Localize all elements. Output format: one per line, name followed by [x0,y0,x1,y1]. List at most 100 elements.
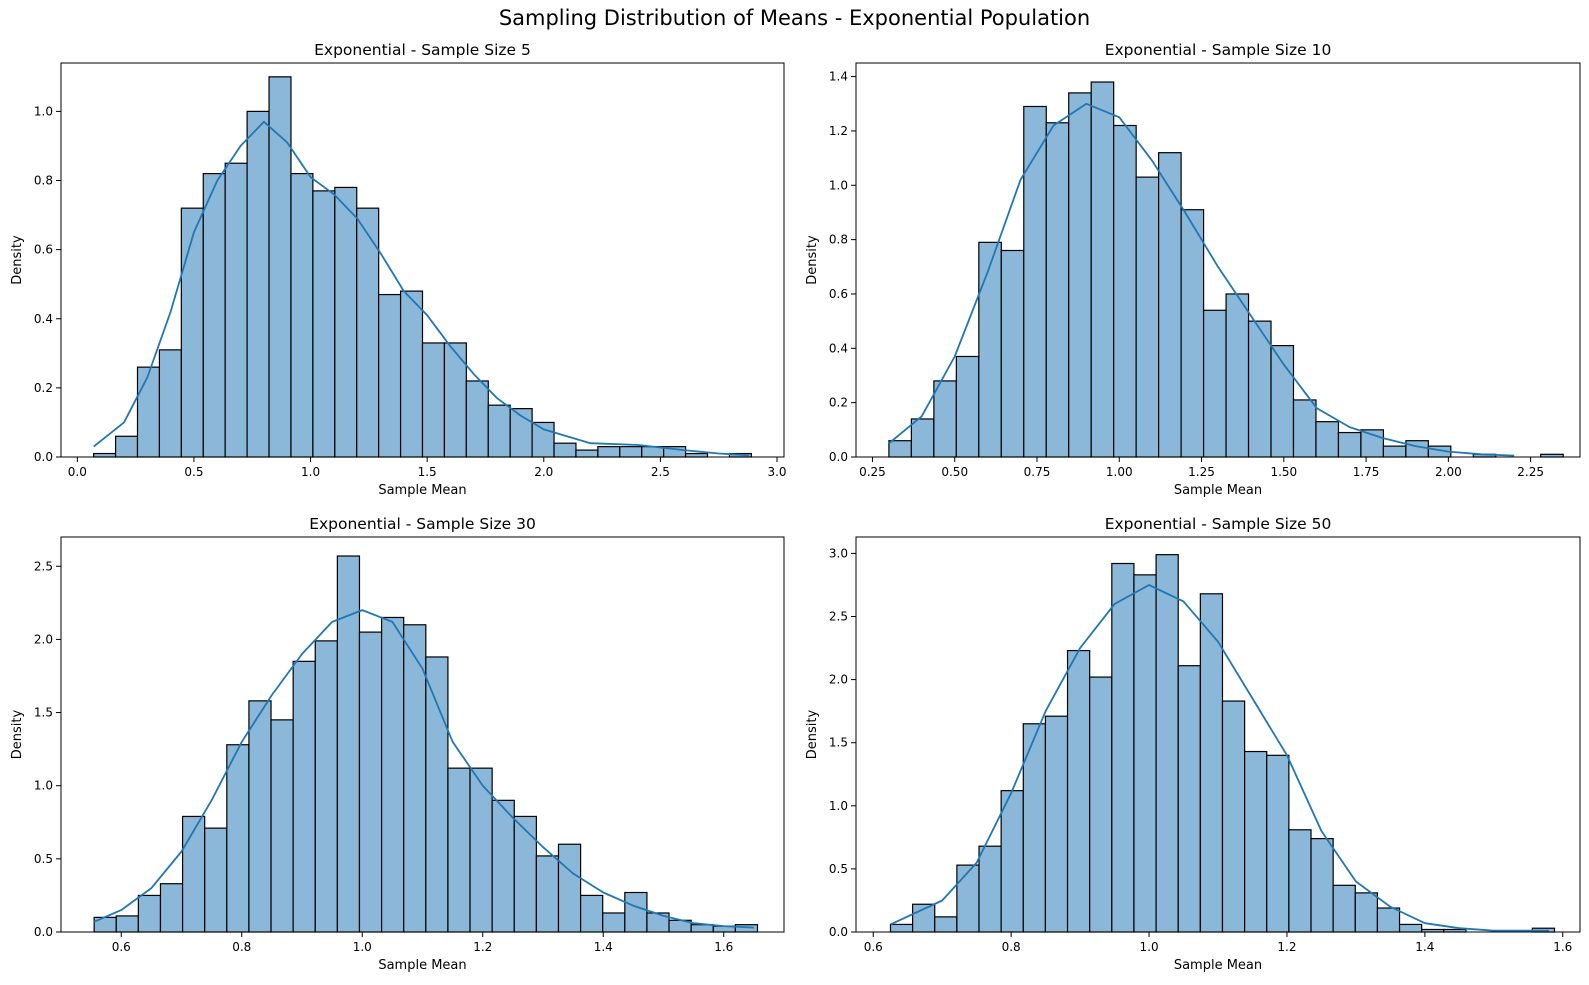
histogram-bar [292,660,316,933]
histogram-bar [224,162,248,458]
histogram-bar [399,290,424,458]
histogram-bar [115,915,139,933]
histogram-bar [1337,431,1362,458]
histogram-bar [1133,574,1157,933]
subplot-2: 0.25 0.50 0.75 1.00 1.25 1.50 1.75 2.00 2.25 0.0 0… [805,41,1581,498]
histogram-bar [1292,399,1317,458]
histogram-bar [137,894,162,933]
y-tick-label: 1.0 [829,799,848,813]
histogram-bar [597,446,621,458]
histogram-bar [1354,892,1379,933]
histogram-bar [888,440,912,458]
y-tick-label: 0.8 [34,174,53,188]
x-tick-label: 1.75 [1353,465,1380,479]
y-tick-label: 1.5 [829,736,848,750]
x-tick-label: 1.25 [1188,465,1215,479]
histogram-bar [1135,176,1160,458]
y-tick-label: 3.0 [829,546,848,560]
histogram-bar [690,924,714,933]
y-tick-label: 0.0 [34,925,53,939]
histogram-bar [159,883,184,933]
subplot-1: 0.0 0.5 1.0 1.5 2.0 2.5 3.0 0.0 0.2 0.4 0.6 0.8 1.0 E… [10,41,787,498]
x-tick-label: 0.8 [1002,940,1021,954]
histogram-bar [1066,649,1091,933]
y-tick-label: 0.2 [34,381,53,395]
histogram-bar [270,719,294,933]
x-tick-label: 0.75 [1024,465,1051,479]
histogram-bar [268,76,292,458]
histogram-bar [334,186,358,458]
y-tick-label: 0.2 [829,396,848,410]
histogram-bar [934,916,958,933]
x-tick-label: 0.50 [941,465,968,479]
histogram-bar [624,891,648,933]
x-tick-label: 1.4 [1415,940,1434,954]
histogram-bar [978,241,1002,458]
histogram-bar [557,843,582,933]
y-tick-label: 1.2 [829,124,848,138]
histogram-bar [378,293,402,458]
y-tick-label: 0.5 [829,862,848,876]
histogram-bar [158,349,182,458]
histogram-bar [1244,750,1268,933]
axes-frame [855,62,1581,458]
y-tick-label: 0.4 [829,341,848,355]
x-tick-label: 1.6 [714,940,733,954]
histogram-bar [1000,249,1025,458]
histogram-bar [491,799,515,933]
histogram-bar [978,845,1002,933]
x-tick-label: 1.2 [473,940,492,954]
kde-curve [890,584,1549,932]
histogram-bar [602,912,626,933]
x-axis-label: Sample Mean [1174,958,1262,973]
x-tick-label: 1.0 [1140,940,1159,954]
histogram-bar [1090,81,1115,458]
histogram-bar [955,355,980,458]
histogram-bar [535,855,560,933]
histogram-bar [1089,676,1113,933]
y-tick-label: 1.5 [34,706,53,720]
y-axis-label: Density [805,235,820,285]
axes-frame [855,536,1581,933]
x-tick-label: 2.5 [651,465,670,479]
histogram-bar [933,380,957,458]
kde-curve [888,102,1515,457]
histogram-bar [1177,665,1201,933]
x-tick-label: 1.0 [353,940,372,954]
axes-frame [60,62,785,458]
histogram-bar [513,815,537,933]
histogram-bar [1045,122,1070,458]
histogram-bar [1113,124,1137,458]
y-axis-label: Density [10,235,25,285]
histogram-bar [358,631,383,933]
histogram-bar [1332,884,1356,933]
y-axis-label: Density [805,709,820,759]
x-tick-label: 1.0 [301,465,320,479]
histogram-bar [1000,790,1024,933]
y-tick-label: 0.8 [829,233,848,247]
x-tick-label: 0.25 [859,465,886,479]
histogram-bar [312,190,336,458]
y-tick-label: 0.0 [829,925,848,939]
histogram-bar [465,380,489,458]
histogram-bar [248,700,272,933]
kde-curve [93,609,754,929]
x-tick-label: 0.5 [184,465,203,479]
histogram-bar [1266,754,1290,933]
y-tick-label: 0.5 [34,852,53,866]
histogram-bar [314,640,338,933]
histogram-bar [425,656,449,933]
y-tick-label: 0.0 [34,450,53,464]
histogram-bar [1155,554,1179,933]
x-tick-label: 1.00 [1106,465,1133,479]
histogram-bar [1221,700,1246,933]
histogram-bar [226,744,250,933]
histogram-bar [447,767,471,933]
subplot-title: Exponential - Sample Size 50 [1105,515,1332,533]
histogram-bar [180,207,204,458]
histogram-bar [1044,715,1069,933]
subplot-title: Exponential - Sample Size 30 [309,515,536,533]
histogram-bar [1158,152,1182,458]
histogram-bar [181,815,206,933]
subplot-title: Exponential - Sample Size 5 [314,41,531,59]
